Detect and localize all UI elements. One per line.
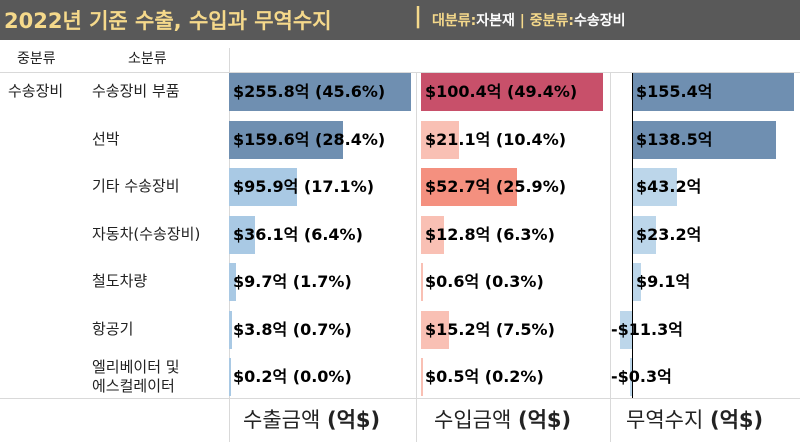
data-label: $95.9억 (17.1%)	[233, 177, 375, 196]
bar-trade-balance	[632, 73, 794, 111]
data-label: $43.2억	[636, 177, 702, 196]
bar-import	[421, 310, 449, 349]
header-mid-category: 중분류	[17, 51, 56, 67]
axis-title: 수입금액 (억$)	[434, 404, 571, 434]
data-label: $23.2억	[636, 224, 702, 244]
column-divider	[610, 73, 611, 442]
data-label: $12.8억 (6.3%)	[425, 224, 555, 244]
data-label: $0.2억 (0.0%)	[233, 367, 352, 386]
bar-import	[421, 358, 423, 396]
bar-export	[229, 73, 411, 111]
axis-title: 무역수지 (억$)	[626, 404, 763, 434]
bar-import	[421, 215, 445, 254]
bar-import	[421, 73, 603, 111]
bar-trade-balance	[632, 263, 642, 301]
data-label: -$0.3억	[611, 367, 672, 386]
axis-title: 수출금액 (억$)	[243, 404, 380, 434]
data-label: $100.4억 (49.4%)	[425, 82, 578, 101]
chart-title: 2022년 기준 수출, 수입과 무역수지	[4, 9, 332, 33]
header-divider	[0, 72, 800, 73]
header-sub-category: 소분류	[128, 51, 167, 67]
bar-export	[229, 215, 255, 254]
row-sub-category: 기타 수송장비	[92, 177, 180, 195]
filter-summary: 대분류:자본재 | 중분류:수송장비	[432, 10, 626, 30]
data-label: $3.8억 (0.7%)	[233, 319, 352, 339]
bar-trade-balance	[632, 120, 777, 159]
bar-trade-balance	[632, 168, 678, 206]
axis-title-unit: (억$)	[709, 408, 764, 432]
axis-title-text: 수출금액	[243, 408, 327, 432]
data-label: $0.6억 (0.3%)	[425, 272, 544, 291]
row-mid-category: 수송장비	[8, 82, 64, 100]
bar-trade-balance	[620, 310, 632, 349]
mid-category-key: 중분류:	[529, 13, 575, 29]
data-label: $255.8억 (45.6%)	[233, 82, 386, 101]
row-sub-category: 선박	[92, 129, 120, 148]
bar-import	[421, 263, 423, 301]
row-sub-category: 에스컬레이터	[92, 377, 175, 395]
axis-title-unit: (억$)	[326, 408, 381, 432]
data-label: $52.7억 (25.9%)	[425, 177, 567, 196]
row-sub-category: 수송장비 부품	[92, 82, 180, 100]
data-label: $159.6억 (28.4%)	[233, 129, 386, 149]
data-label: -$11.3억	[611, 319, 683, 339]
data-label: $155.4억	[636, 82, 713, 101]
bar-export	[229, 120, 343, 159]
data-label: $9.7억 (1.7%)	[233, 272, 352, 291]
title-separator: |	[414, 4, 423, 29]
mid-category-value: 수송장비	[574, 13, 626, 29]
row-sub-category: 자동차(수송장비)	[92, 224, 201, 243]
axis-title-unit: (억$)	[517, 408, 572, 432]
row-sub-category: 항공기	[92, 319, 134, 338]
data-label: $15.2억 (7.5%)	[425, 319, 555, 339]
axis-title-text: 수입금액	[434, 408, 518, 432]
row-sub-category: 엘리베이터 및	[92, 358, 180, 376]
bar-export	[229, 358, 231, 396]
data-label: $0.5억 (0.2%)	[425, 367, 544, 386]
column-divider	[416, 73, 417, 442]
row-sub-category: 철도차량	[92, 272, 148, 290]
major-category-value: 자본재	[476, 13, 515, 29]
axis-title-text: 무역수지	[626, 408, 710, 432]
bar-export	[229, 310, 232, 349]
bar-trade-balance	[632, 215, 657, 254]
bar-import	[421, 168, 517, 206]
data-label: $138.5억	[636, 129, 713, 149]
major-category-key: 대분류:	[432, 13, 477, 29]
data-label: $36.1억 (6.4%)	[233, 224, 363, 244]
data-label: $21.1억 (10.4%)	[425, 129, 567, 149]
bar-import	[421, 120, 460, 159]
filter-separator: |	[519, 13, 525, 29]
footer-divider	[0, 398, 800, 399]
data-label: $9.1억	[636, 272, 691, 291]
bar-export	[229, 263, 236, 301]
bar-export	[229, 168, 298, 206]
zero-axis-line	[632, 73, 633, 398]
title-bar: 2022년 기준 수출, 수입과 무역수지 | 대분류:자본재 | 중분류:수송…	[0, 0, 800, 40]
bar-trade-balance	[630, 358, 632, 396]
